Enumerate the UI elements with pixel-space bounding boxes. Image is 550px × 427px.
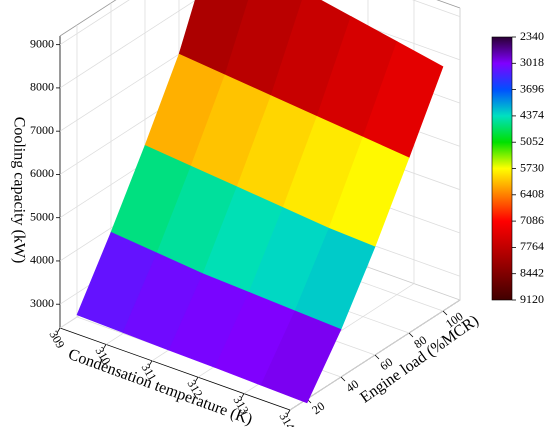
box-edge — [59, 0, 117, 37]
z-tick-label: 7000 — [30, 123, 54, 137]
tick-mark — [442, 310, 448, 316]
colorbar-tick-label: 7086 — [520, 213, 544, 227]
grid-line — [412, 0, 461, 18]
colorbar-tick-label: 2340 — [520, 29, 544, 43]
colorbar-tick-label: 9120 — [520, 292, 544, 306]
colorbar-tick-label: 6408 — [520, 187, 544, 201]
tick-mark — [194, 376, 199, 383]
tick-mark — [374, 354, 380, 360]
colorbar-tick-label: 8442 — [520, 265, 544, 279]
tick-mark — [148, 360, 153, 367]
tick-mark — [286, 409, 291, 416]
z-tick-label: 6000 — [30, 166, 54, 180]
colorbar — [491, 36, 513, 301]
x-tick-label: 309 — [47, 328, 68, 351]
tick-mark — [102, 344, 107, 350]
surface-patch — [260, 310, 342, 404]
z-axis-title: Cooling capacity (kW) — [10, 117, 27, 264]
tick-mark — [340, 376, 346, 382]
colorbar-tick-label: 5730 — [520, 160, 544, 174]
colorbar-tick-label: 7764 — [520, 239, 544, 253]
colorbar-tick-label: 4374 — [520, 108, 544, 122]
y-tick-label: 20 — [309, 399, 327, 417]
tick-mark — [56, 327, 61, 334]
colorbar-tick-label: 3018 — [520, 55, 544, 69]
z-tick-label: 3000 — [30, 296, 54, 310]
colorbar-tick-label: 3696 — [520, 81, 544, 95]
z-tick-label: 4000 — [30, 253, 54, 267]
z-tick-label: 9000 — [30, 36, 54, 50]
axis-line — [59, 327, 291, 411]
x-tick-label: 314 — [277, 410, 298, 427]
tick-mark — [240, 393, 245, 399]
tick-mark — [408, 332, 414, 338]
colorbar-tick-label: 5052 — [520, 134, 544, 148]
grid-line — [59, 0, 130, 45]
z-tick-label: 5000 — [30, 209, 54, 223]
z-tick-label: 8000 — [30, 80, 54, 94]
